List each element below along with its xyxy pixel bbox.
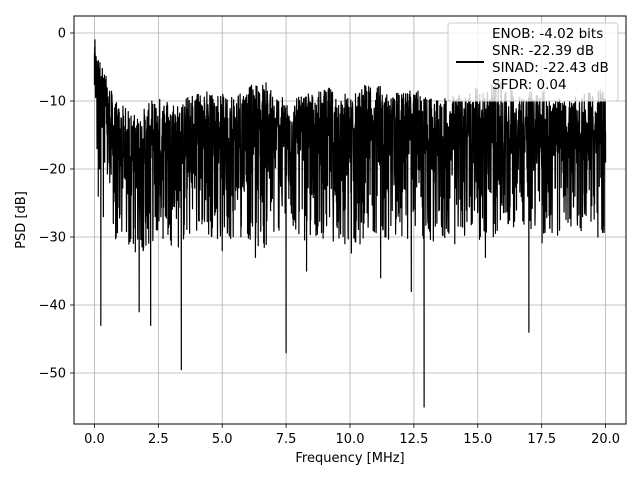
plot-area — [93, 39, 607, 408]
x-axis-ticks: 0.0 2.5 5.0 7.5 10.0 12.5 15.0 17.5 20.0 — [84, 424, 620, 447]
x-tick-label: 7.5 — [276, 432, 297, 447]
x-tick-label: 12.5 — [399, 432, 428, 447]
legend-entry-snr: SNR: -22.39 dB — [492, 43, 594, 59]
y-tick-label: −40 — [39, 299, 66, 314]
y-tick-label: −20 — [39, 163, 66, 178]
legend: ENOB: -4.02 bits SNR: -22.39 dB SINAD: -… — [447, 22, 619, 102]
legend-box — [447, 22, 619, 102]
y-tick-label: −10 — [39, 95, 66, 110]
x-axis-label: Frequency [MHz] — [295, 451, 404, 466]
x-tick-label: 15.0 — [463, 432, 492, 447]
x-tick-label: 20.0 — [591, 432, 620, 447]
x-tick-label: 2.5 — [148, 432, 169, 447]
y-axis-label: PSD [dB] — [14, 191, 29, 249]
x-tick-label: 10.0 — [336, 432, 365, 447]
y-tick-label: −50 — [39, 367, 66, 382]
legend-entry-sfdr: SFDR: 0.04 — [492, 77, 567, 93]
legend-entry-enob: ENOB: -4.02 bits — [492, 26, 603, 42]
y-tick-label: 0 — [58, 27, 66, 42]
y-tick-label: −30 — [39, 231, 66, 246]
x-tick-label: 5.0 — [212, 432, 233, 447]
psd-series-line — [93, 39, 607, 408]
legend-entry-sinad: SINAD: -22.43 dB — [492, 60, 609, 76]
x-tick-label: 0.0 — [84, 432, 105, 447]
y-axis-ticks: 0 −10 −20 −30 −40 −50 — [39, 27, 74, 382]
x-tick-label: 17.5 — [527, 432, 556, 447]
